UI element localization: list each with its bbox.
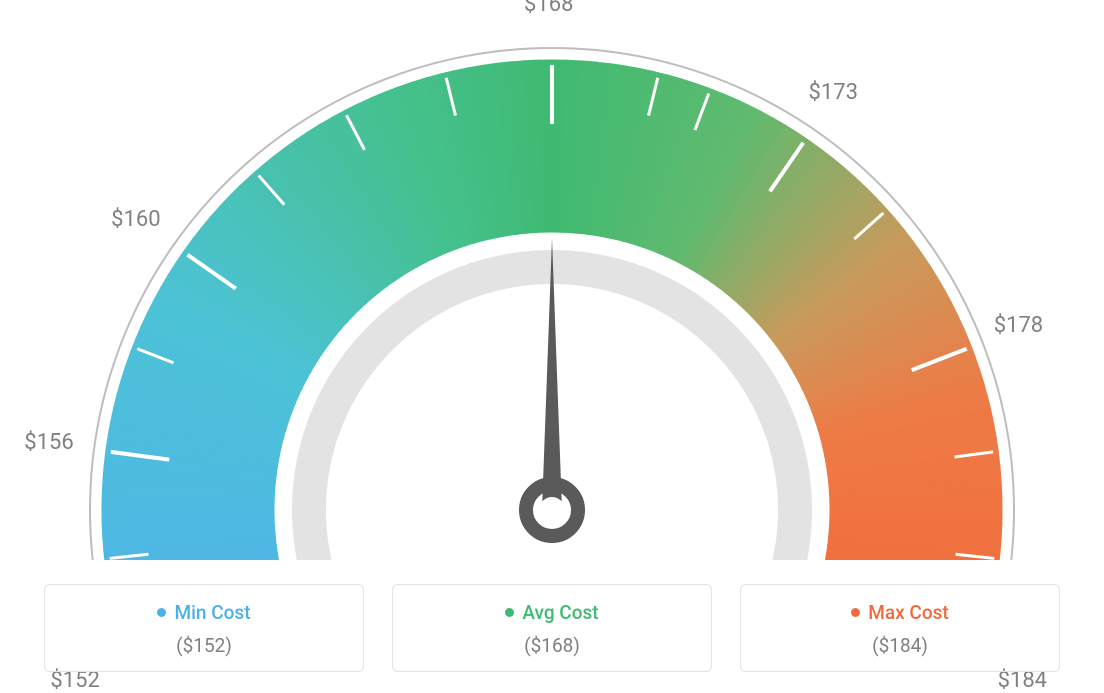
legend-row: Min Cost ($152) Avg Cost ($168) Max Cost… [0, 584, 1104, 672]
legend-card-min: Min Cost ($152) [44, 584, 364, 672]
legend-title-min: Min Cost [157, 601, 250, 624]
legend-dot-avg [505, 608, 514, 617]
gauge-tick-label: $168 [524, 0, 573, 17]
gauge-chart: $152$156$160$168$173$178$184 [0, 0, 1104, 560]
legend-value-avg: ($168) [403, 634, 701, 657]
legend-value-max: ($184) [751, 634, 1049, 657]
gauge-svg [0, 0, 1104, 560]
gauge-tick-label: $152 [50, 668, 99, 693]
gauge-tick-label: $178 [994, 313, 1043, 338]
legend-label-max: Max Cost [868, 601, 948, 624]
gauge-tick-label: $173 [809, 80, 858, 105]
gauge-tick-label: $184 [998, 668, 1047, 693]
legend-label-min: Min Cost [174, 601, 250, 624]
legend-dot-max [851, 608, 860, 617]
legend-card-avg: Avg Cost ($168) [392, 584, 712, 672]
legend-value-min: ($152) [55, 634, 353, 657]
legend-title-max: Max Cost [851, 601, 948, 624]
gauge-tick-label: $156 [24, 430, 73, 455]
legend-dot-min [157, 608, 166, 617]
legend-title-avg: Avg Cost [505, 601, 598, 624]
legend-card-max: Max Cost ($184) [740, 584, 1060, 672]
gauge-tick-label: $160 [111, 207, 160, 232]
legend-label-avg: Avg Cost [522, 601, 598, 624]
